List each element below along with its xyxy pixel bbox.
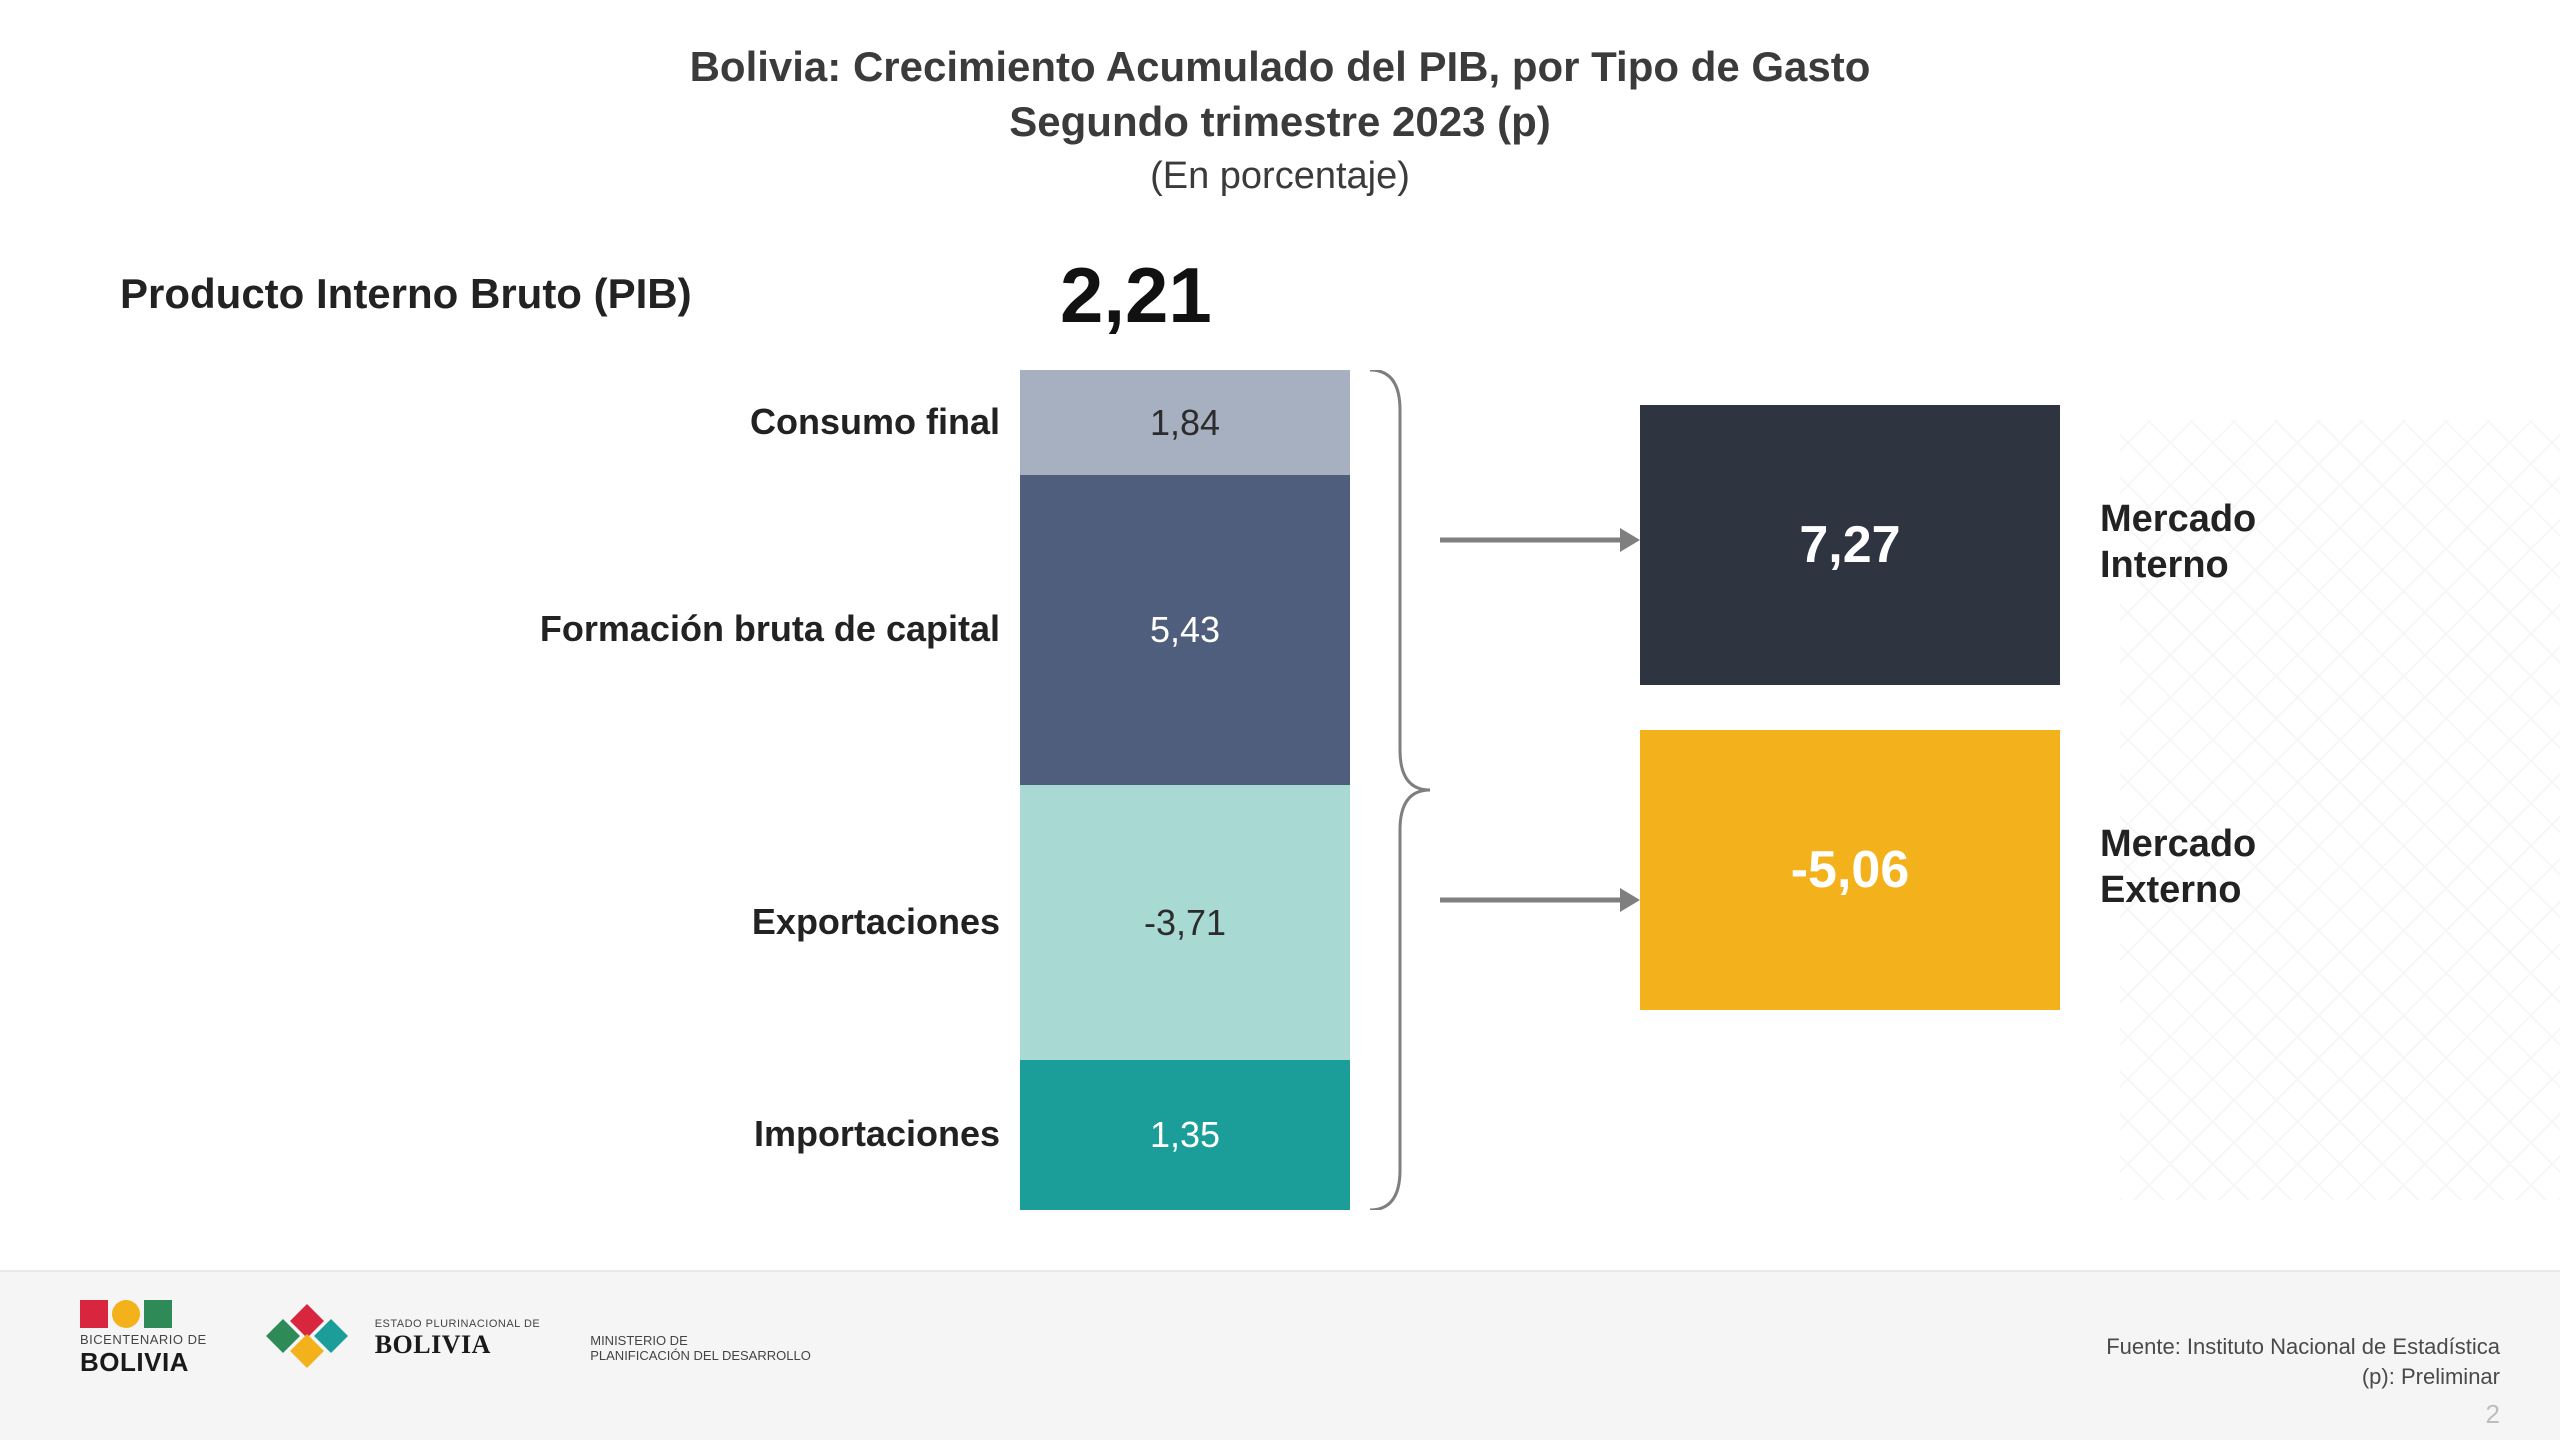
segment-consumo-value: 1,84 (1150, 402, 1220, 444)
logo-ministerio: MINISTERIO DE PLANIFICACIÓN DEL DESARROL… (590, 1333, 811, 1363)
segment-export-value: -3,71 (1144, 902, 1226, 944)
arrow-interno-icon (1440, 520, 1640, 560)
segment-consumo: 1,84 (1020, 370, 1350, 475)
title-line1: Bolivia: Crecimiento Acumulado del PIB, … (0, 40, 2560, 95)
bracket-icon (1360, 370, 1440, 1210)
stacked-bar: 1,84 5,43 -3,71 1,35 (1020, 370, 1350, 1210)
title-line2: Segundo trimestre 2023 (p) (0, 95, 2560, 150)
title-block: Bolivia: Crecimiento Acumulado del PIB, … (0, 0, 2560, 198)
segment-fbk-value: 5,43 (1150, 609, 1220, 651)
estado-big: BOLIVIA (375, 1330, 491, 1360)
logo-bicentenario: BICENTENARIO DE BOLIVIA (80, 1300, 207, 1378)
source-line2: (p): Preliminar (2106, 1362, 2500, 1392)
bicentenario-icon (80, 1300, 172, 1328)
segment-import-label: Importaciones (380, 1113, 1000, 1155)
pib-value: 2,21 (1060, 250, 1212, 341)
pib-label: Producto Interno Bruto (PIB) (120, 270, 692, 318)
chart-area: Producto Interno Bruto (PIB) 2,21 1,845,… (0, 260, 2560, 1240)
segment-fbk-label: Formación bruta de capital (380, 608, 1000, 650)
bolivia-emblem-icon (257, 1309, 357, 1365)
bicentenario-small: BICENTENARIO DE (80, 1332, 207, 1347)
ministerio-sub: PLANIFICACIÓN DEL DESARROLLO (590, 1348, 811, 1363)
title-subtitle: (En porcentaje) (0, 155, 2560, 198)
page-number: 2 (2486, 1399, 2500, 1430)
source-text: Fuente: Instituto Nacional de Estadístic… (2106, 1332, 2500, 1391)
ministerio-small: MINISTERIO DE (590, 1333, 688, 1348)
footer-logos: BICENTENARIO DE BOLIVIA ESTADO PLURINACI… (80, 1300, 811, 1378)
segment-export: -3,71 (1020, 785, 1350, 1060)
summary-box-externo: -5,06 (1640, 730, 2060, 1010)
logo-estado: ESTADO PLURINACIONAL DE BOLIVIA (257, 1309, 541, 1369)
source-line1: Fuente: Instituto Nacional de Estadístic… (2106, 1332, 2500, 1362)
summary-label-externo: MercadoExterno (2100, 822, 2256, 913)
estado-small: ESTADO PLURINACIONAL DE (375, 1318, 541, 1330)
segment-fbk: 5,43 (1020, 475, 1350, 785)
summary-label-interno: MercadoInterno (2100, 497, 2256, 588)
footer: BICENTENARIO DE BOLIVIA ESTADO PLURINACI… (0, 1270, 2560, 1440)
segment-consumo-label: Consumo final (380, 401, 1000, 443)
segment-import: 1,35 (1020, 1060, 1350, 1210)
segment-export-label: Exportaciones (380, 901, 1000, 943)
summary-box-interno: 7,27 (1640, 405, 2060, 685)
bicentenario-big: BOLIVIA (80, 1347, 189, 1378)
slide: Bolivia: Crecimiento Acumulado del PIB, … (0, 0, 2560, 1440)
arrow-externo-icon (1440, 880, 1640, 920)
segment-import-value: 1,35 (1150, 1114, 1220, 1156)
